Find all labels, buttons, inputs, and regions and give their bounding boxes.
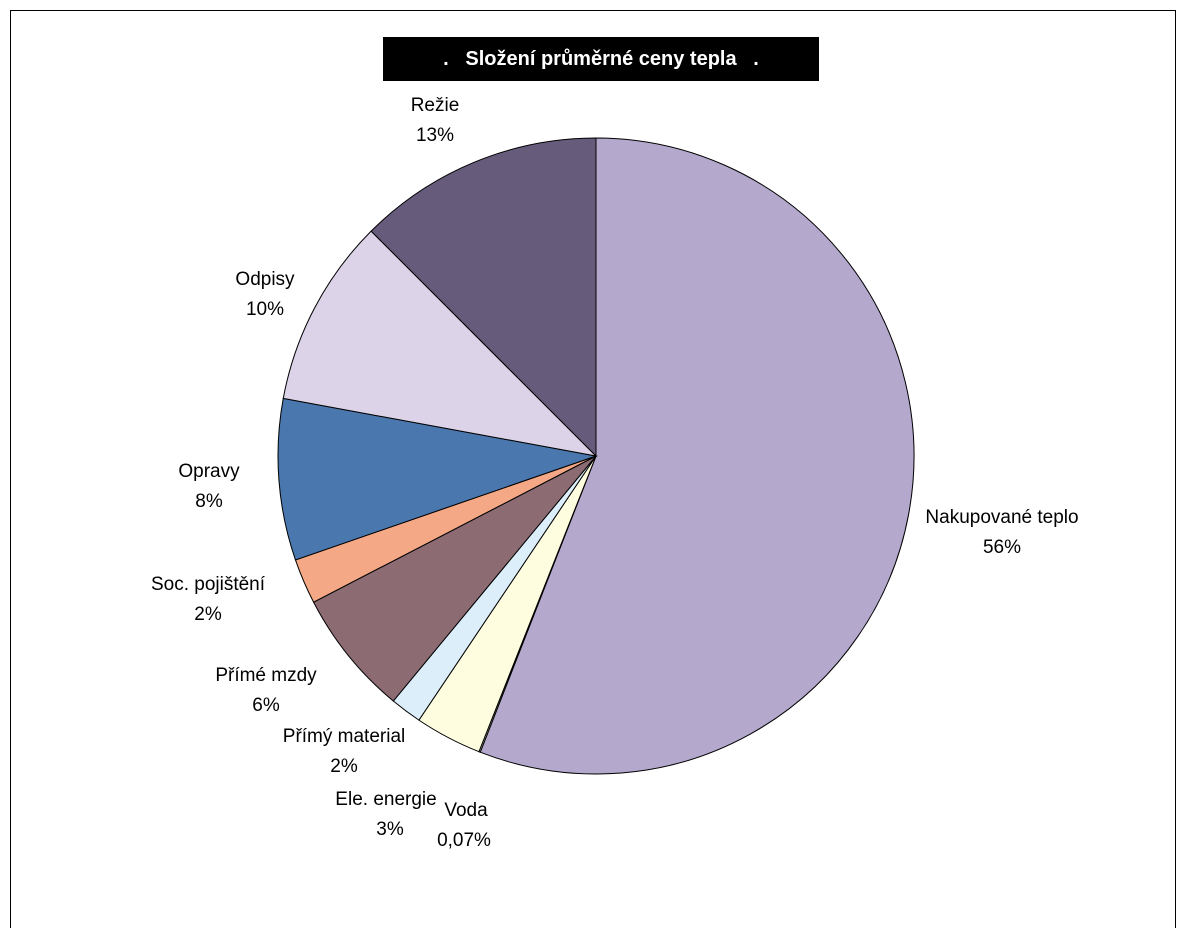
- pie-slice-re-ie: [370, 137, 597, 458]
- slice-value-odpisy: 10%: [246, 299, 284, 320]
- slice-label-ele-energie: Ele. energie: [335, 789, 436, 810]
- pie-slice-p-m-mzdy: [312, 455, 597, 702]
- pie-labels: Nakupované teplo 56% Voda 0,07% Ele. ene…: [151, 95, 1079, 851]
- pie-slice-opravy: [277, 397, 598, 561]
- slice-value-voda: 0,07%: [437, 830, 491, 851]
- pie-slice-nakupovan-teplo: [479, 137, 915, 775]
- slice-label-voda: Voda: [444, 800, 488, 821]
- slice-value-primy-material: 2%: [330, 756, 358, 777]
- slice-value-nakupovane-teplo: 56%: [983, 537, 1021, 558]
- slice-value-rezie: 13%: [416, 125, 454, 146]
- slice-value-prime-mzdy: 6%: [252, 695, 280, 716]
- slice-value-ele-energie: 3%: [376, 819, 404, 840]
- slice-label-odpisy: Odpisy: [235, 269, 295, 290]
- pie-slice-odpisy: [282, 230, 598, 457]
- slice-label-prime-mzdy: Přímé mzdy: [215, 665, 317, 686]
- slice-label-primy-material: Přímý material: [283, 726, 405, 747]
- slice-value-opravy: 8%: [195, 491, 223, 512]
- slice-label-rezie: Režie: [411, 95, 460, 116]
- pie-slices: [277, 137, 915, 775]
- chart-title: . Složení průměrné ceny tepla .: [383, 37, 819, 81]
- slice-label-opravy: Opravy: [178, 461, 240, 482]
- slice-label-soc-pojisteni: Soc. pojištění: [151, 574, 266, 595]
- slice-label-nakupovane-teplo: Nakupované teplo: [925, 507, 1078, 528]
- slice-value-soc-pojisteni: 2%: [194, 604, 222, 625]
- chart-frame: [10, 10, 1176, 928]
